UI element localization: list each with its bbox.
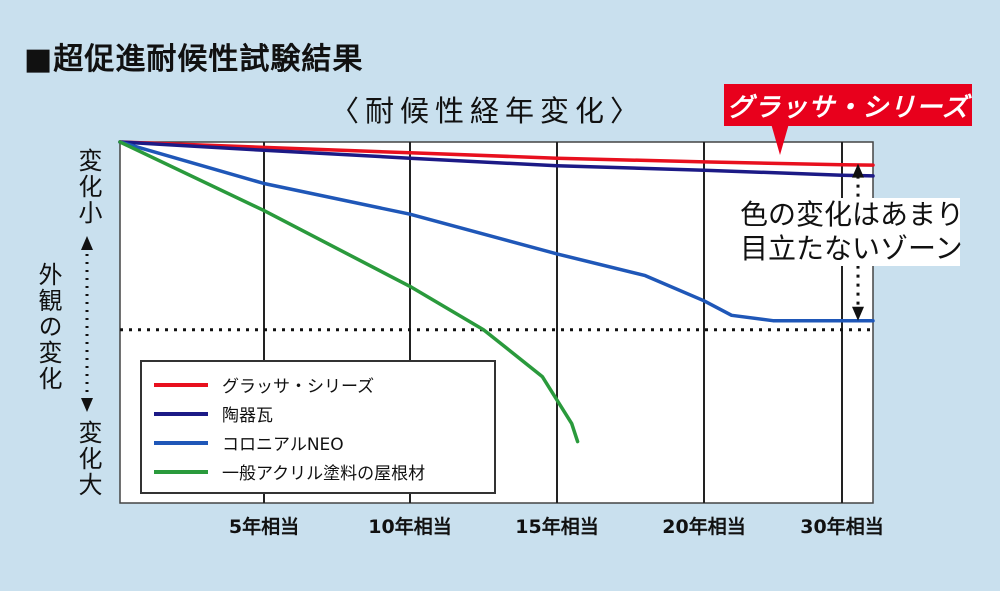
series-line-1	[118, 140, 875, 167]
zone-note: 色の変化はあまり 目立たないゾーン	[740, 198, 965, 266]
x-tick-label: 20年相当	[662, 516, 746, 538]
y-axis-arrow-up-head	[81, 236, 93, 250]
y-axis-middle-label: 外観の変化	[34, 262, 62, 392]
legend-label: コロニアルNEO	[222, 435, 344, 455]
legend-swatch	[154, 469, 208, 474]
x-tick-label: 30年相当	[800, 516, 884, 538]
chart-legend: グラッサ・シリーズ 陶器瓦 コロニアルNEO 一般アクリル塗料の屋根材	[140, 360, 496, 494]
series-callout: グラッサ・シリーズ	[724, 84, 972, 126]
series-line-2	[118, 140, 875, 178]
legend-item: グラッサ・シリーズ	[154, 370, 482, 399]
series-line-3	[118, 140, 875, 323]
legend-swatch	[154, 440, 208, 445]
y-axis-bottom-label: 変化大	[74, 420, 102, 498]
legend-swatch	[154, 411, 208, 416]
chart-subtitle: 〈耐候性経年変化〉	[330, 94, 646, 128]
legend-item: コロニアルNEO	[154, 428, 482, 457]
legend-label: 一般アクリル塗料の屋根材	[222, 464, 426, 484]
page-title: ■超促進耐候性試験結果	[24, 42, 364, 77]
zone-note-line-1: 色の変化はあまり	[740, 198, 965, 231]
zone-arrow-down-head	[852, 306, 864, 321]
callout-pointer	[770, 120, 790, 155]
legend-label: グラッサ・シリーズ	[222, 377, 375, 397]
zone-note-line-2: 目立たないゾーン	[740, 232, 963, 265]
x-tick-label: 10年相当	[368, 516, 452, 538]
x-tick-label: 5年相当	[228, 516, 300, 538]
y-axis-top-label: 変化小	[74, 148, 102, 226]
legend-swatch	[154, 382, 208, 387]
legend-item: 陶器瓦	[154, 399, 482, 428]
legend-label: 陶器瓦	[222, 406, 273, 426]
y-axis-arrow-down-head	[81, 398, 93, 412]
x-tick-label: 15年相当	[515, 516, 599, 538]
series-line-4	[118, 140, 580, 444]
zone-arrow-up-head	[852, 163, 864, 178]
legend-item: 一般アクリル塗料の屋根材	[154, 457, 482, 486]
